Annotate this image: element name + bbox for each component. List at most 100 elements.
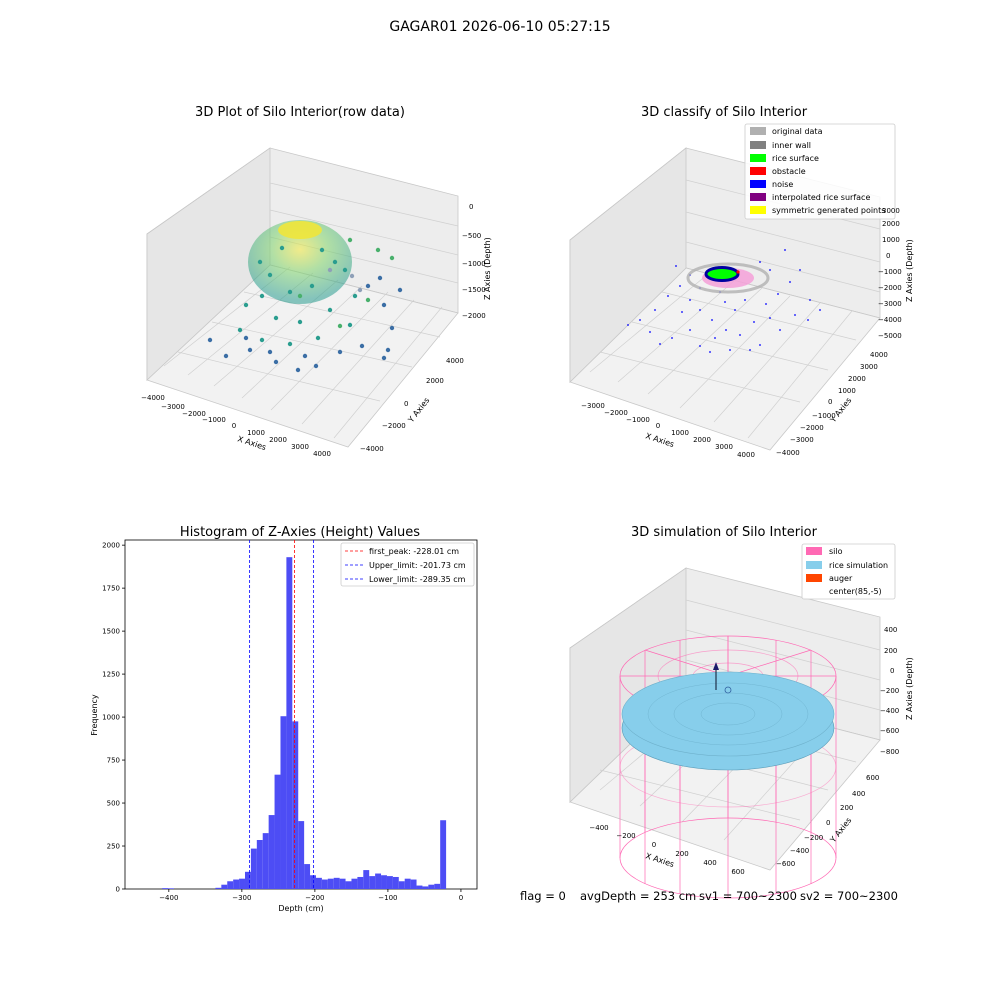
panel-raw-3d-side-pane <box>146 147 271 381</box>
y-tick: −2000 <box>800 424 824 432</box>
y-tick-label: 500 <box>107 800 120 808</box>
rice-simulation-surface <box>621 671 835 757</box>
x-tick: 4000 <box>737 451 755 459</box>
x-tick: −200 <box>616 832 635 840</box>
y-tick: 400 <box>852 790 865 798</box>
histogram-reference-lines <box>249 540 315 889</box>
histogram-bar <box>292 721 299 889</box>
z-tick: 400 <box>884 626 897 634</box>
z-tick: −3000 <box>878 300 902 308</box>
status-flag: flag = 0 <box>520 889 566 903</box>
y-tick: −3000 <box>790 436 814 444</box>
legend-swatch <box>750 180 766 188</box>
histogram-bar <box>404 878 411 889</box>
panel-simulation-3d-xlabel: X Axies <box>644 851 675 869</box>
panel-classify-3d-side-pane <box>569 147 687 383</box>
histogram-bar <box>221 884 228 889</box>
histogram-bar <box>256 840 263 889</box>
status-sv1: sv1 = 700~2300 <box>699 889 797 903</box>
legend-label: noise <box>772 180 793 189</box>
panel-classify-3d-zlabel: Z Axies (Depth) <box>905 239 914 302</box>
histogram-bar <box>162 888 169 889</box>
y-tick: 1000 <box>838 387 856 395</box>
legend-label: interpolated rice surface <box>772 193 870 202</box>
histogram-xlabel: Depth (cm) <box>278 904 323 913</box>
y-tick: 2000 <box>426 377 444 385</box>
histogram-bar <box>227 881 234 889</box>
histogram-bar <box>434 883 441 889</box>
legend-swatch <box>750 127 766 135</box>
histogram-bar <box>274 774 281 889</box>
x-tick: 2000 <box>693 436 711 444</box>
x-tick: 2000 <box>269 436 287 444</box>
original-data-ring <box>686 262 770 294</box>
y-tick-label: 2000 <box>102 542 120 550</box>
legend-swatch <box>750 154 766 162</box>
x-tick: 4000 <box>313 450 331 458</box>
y-tick: −200 <box>804 834 823 842</box>
legend-label: first_peak: -228.01 cm <box>369 547 459 556</box>
rice-top-cluster <box>278 221 322 239</box>
legend-label: auger <box>829 574 853 583</box>
panel-histogram: Histogram of Z-Axies (Height) Values −40… <box>90 525 478 913</box>
y-tick: −4000 <box>360 445 384 453</box>
histogram-bar <box>215 887 222 889</box>
panel-raw-3d-title: 3D Plot of Silo Interior(row data) <box>195 105 405 120</box>
histogram-bar <box>239 878 245 889</box>
z-tick: 3000 <box>882 207 900 215</box>
histogram-bar <box>250 848 257 889</box>
y-tick-label: 750 <box>107 757 120 765</box>
legend-swatch <box>750 193 766 201</box>
rice-ring-cluster <box>248 220 352 304</box>
panel-simulation-3d-title: 3D simulation of Silo Interior <box>631 525 818 540</box>
x-tick: −400 <box>589 824 608 832</box>
legend-label: rice surface <box>772 154 819 163</box>
x-tick: −1000 <box>202 416 226 424</box>
z-tick: −600 <box>880 727 899 735</box>
legend-swatch <box>750 167 766 175</box>
legend-swatch <box>806 547 822 555</box>
histogram-legend: first_peak: -228.01 cm Upper_limit: -201… <box>340 542 475 587</box>
z-tick: −800 <box>880 748 899 756</box>
histogram-bar <box>440 820 447 889</box>
panel-simulation-3d-y-ticks: −600 −400 −200 0 200 400 600 <box>776 774 879 868</box>
x-tick: 0 <box>232 422 236 430</box>
x-tick: −4000 <box>141 394 165 402</box>
histogram-bar <box>351 878 358 889</box>
x-tick: −1000 <box>626 416 650 424</box>
y-tick-label: 1500 <box>102 628 120 636</box>
panel-classify-3d-legend: original data inner wall rice surface ob… <box>744 123 896 220</box>
rice-surface <box>704 266 740 282</box>
histogram-bar <box>168 888 175 889</box>
legend-label: silo <box>829 547 843 556</box>
y-tick: 0 <box>826 819 830 827</box>
histogram-bar <box>304 864 311 889</box>
y-tick: −1000 <box>812 412 836 420</box>
x-tick: 0 <box>652 841 656 849</box>
y-tick-label: 1250 <box>102 671 120 679</box>
panel-classify-3d-y-ticks: −4000 −3000 −2000 −1000 0 1000 2000 3000… <box>776 351 888 457</box>
histogram-bar <box>386 876 393 889</box>
histogram-x-ticks: −400 −300 −200 −100 0 <box>159 889 463 902</box>
x-tick: 1000 <box>247 429 265 437</box>
histogram-bar <box>268 815 275 889</box>
histogram-bar <box>315 877 322 889</box>
z-tick: −2000 <box>878 284 902 292</box>
z-tick: −500 <box>462 232 481 240</box>
z-tick: −200 <box>880 687 899 695</box>
histogram-bar <box>410 879 417 889</box>
legend-label: Upper_limit: -201.73 cm <box>369 561 466 570</box>
panel-raw-3d-points <box>207 220 403 373</box>
histogram-bar <box>262 833 269 889</box>
z-tick: 200 <box>884 647 897 655</box>
x-tick: 200 <box>675 850 688 858</box>
histogram-bar <box>310 875 316 889</box>
y-tick-label: 1750 <box>102 585 120 593</box>
histogram-bar <box>381 875 387 889</box>
histogram-bar <box>244 871 251 889</box>
auger-marker <box>713 662 732 694</box>
legend-frame <box>801 543 896 600</box>
z-tick: −1000 <box>462 260 486 268</box>
histogram-bar <box>398 881 405 889</box>
